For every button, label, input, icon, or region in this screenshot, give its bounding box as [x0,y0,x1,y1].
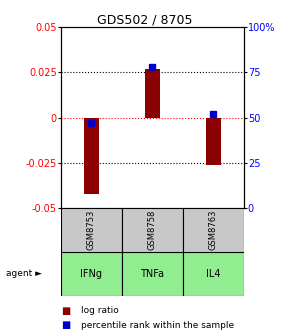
Bar [61,208,122,252]
Bar [122,252,183,296]
Bar [183,252,244,296]
Text: IFNg: IFNg [80,269,102,279]
Text: GSM8758: GSM8758 [148,210,157,250]
Bar [183,208,244,252]
Text: GSM8763: GSM8763 [209,210,218,250]
Bar [122,208,183,252]
Bar [206,118,221,165]
Text: ■: ■ [61,320,70,330]
Text: log ratio: log ratio [81,306,119,315]
Text: IL4: IL4 [206,269,220,279]
Text: agent ►: agent ► [6,269,42,278]
Text: percentile rank within the sample: percentile rank within the sample [81,321,234,330]
Bar [84,118,99,194]
Text: GDS502 / 8705: GDS502 / 8705 [97,13,193,27]
Text: TNFa: TNFa [140,269,164,279]
Bar [61,252,122,296]
Bar [145,69,160,118]
Text: GSM8753: GSM8753 [87,210,96,250]
Text: ■: ■ [61,306,70,316]
